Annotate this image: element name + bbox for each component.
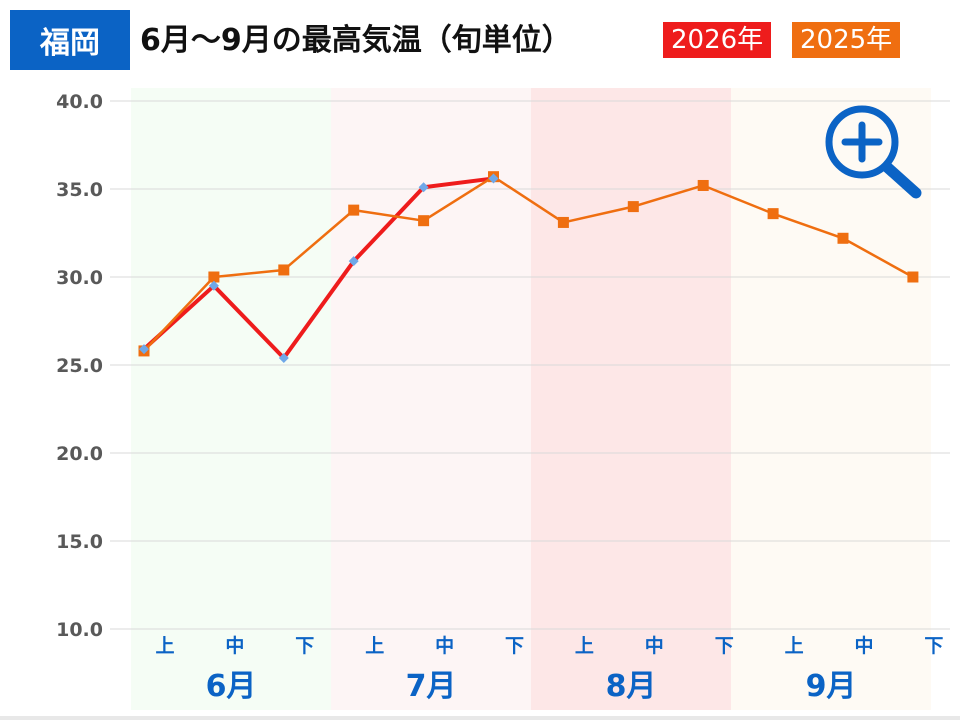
bottom-border (0, 716, 960, 720)
data-point-2026 (418, 182, 429, 193)
x-tick-label: 下 (295, 635, 314, 657)
y-tick-label: 20.0 (56, 443, 103, 465)
x-tick-label: 中 (225, 634, 244, 657)
x-tick-label: 中 (854, 634, 873, 657)
zoom-in-button[interactable] (820, 102, 928, 202)
data-point-2026 (488, 173, 499, 184)
data-point-2025 (418, 215, 430, 227)
y-tick-label: 40.0 (56, 91, 103, 113)
y-tick-label: 25.0 (56, 355, 103, 377)
y-tick-label: 30.0 (56, 267, 103, 289)
data-point-2026 (139, 344, 149, 355)
data-point-2025 (208, 271, 220, 283)
month-band (531, 88, 731, 710)
data-point-2026 (348, 256, 359, 267)
legend-2025: 2025年 (792, 22, 901, 58)
x-tick-label: 上 (155, 635, 174, 657)
month-band (331, 88, 531, 710)
y-tick-label: 10.0 (56, 619, 103, 641)
month-band (731, 88, 931, 710)
data-point-2025 (907, 271, 919, 283)
data-point-2026 (278, 352, 289, 363)
data-point-2025 (697, 179, 709, 191)
y-tick-label: 15.0 (56, 531, 103, 553)
x-tick-label: 上 (365, 635, 384, 657)
data-point-2025 (627, 201, 639, 213)
x-tick-label: 中 (435, 634, 454, 657)
month-label: 7月 (406, 669, 457, 704)
chart-title: 6月～9月の最高気温（旬単位） (140, 23, 572, 58)
legend-2026: 2026年 (663, 22, 772, 58)
month-label: 9月 (806, 669, 857, 704)
series-line-2025 (143, 175, 914, 352)
zoom-in-icon (825, 105, 922, 199)
series-line-2026 (142, 176, 494, 360)
data-point-2026 (208, 280, 219, 291)
data-point-2025 (278, 264, 290, 276)
month-label: 8月 (606, 669, 657, 704)
x-tick-label: 下 (924, 635, 943, 657)
month-band (131, 88, 331, 710)
data-point-2025 (837, 232, 849, 244)
x-tick-label: 下 (715, 635, 734, 657)
data-point-2025 (767, 208, 779, 220)
x-tick-label: 中 (645, 634, 664, 657)
x-tick-label: 下 (505, 635, 524, 657)
data-point-2025 (557, 216, 569, 228)
x-tick-label: 上 (575, 635, 594, 657)
y-tick-label: 35.0 (56, 179, 103, 201)
month-label: 6月 (206, 669, 257, 704)
region-badge: 福岡 (10, 10, 130, 70)
data-point-2025 (348, 204, 360, 216)
x-tick-label: 上 (785, 635, 804, 657)
